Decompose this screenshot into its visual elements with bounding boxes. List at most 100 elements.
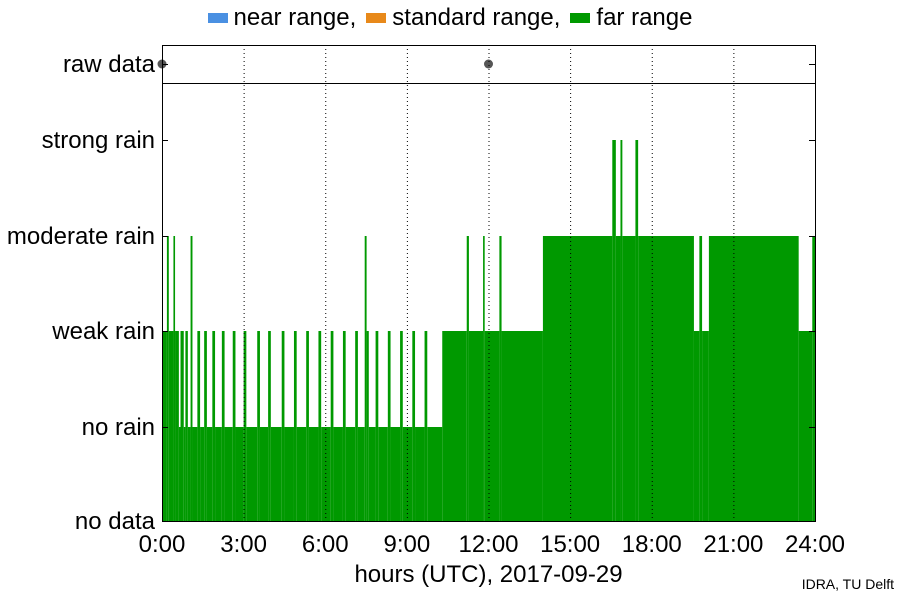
raw-data-point-1 (484, 59, 493, 69)
series-bar-39 (345, 427, 356, 521)
series-bar-8 (185, 331, 188, 521)
series-bar-34 (318, 331, 322, 521)
series-bar-43 (366, 331, 369, 521)
x-tick-label-5: 15:00 (540, 531, 600, 558)
y-category-label-4: strong rain (42, 127, 155, 154)
series-bar-7 (183, 427, 186, 521)
series-bar-41 (357, 427, 365, 521)
legend-swatch-far-range (570, 13, 591, 23)
y-category-label-1: no rain (82, 414, 155, 441)
x-tick-label-1: 3:00 (220, 531, 267, 558)
series-bar-4 (175, 331, 179, 521)
series-bar-69 (693, 331, 700, 521)
legend-label-far-range: far range (596, 4, 693, 31)
series-bar-5 (178, 427, 181, 521)
series-bar-74 (812, 236, 815, 521)
series-bar-51 (412, 331, 416, 521)
series-bar-1 (166, 236, 169, 521)
series-bar-25 (259, 427, 269, 521)
legend: near range, standard range, far range (0, 2, 900, 34)
legend-item-far-range: far range (570, 4, 692, 32)
grid-layer (243, 45, 735, 521)
series-bar-63 (612, 140, 616, 521)
series-bar-53 (424, 331, 428, 521)
series-bar-9 (187, 427, 191, 521)
series-bar-59 (484, 331, 500, 521)
x-tick-label-0: 0:00 (139, 531, 186, 558)
series-bar-52 (415, 427, 425, 521)
series-bar-18 (221, 331, 225, 521)
series-bar-38 (342, 331, 346, 521)
frame-layer (162, 45, 816, 522)
x-tick-label-6: 18:00 (622, 531, 682, 558)
series-bar-2 (168, 331, 174, 521)
series-bar-23 (246, 427, 258, 521)
series-bar-62 (542, 236, 613, 521)
series-bar-54 (427, 427, 443, 521)
series-bar-12 (197, 331, 201, 521)
series-bar-0 (162, 331, 167, 521)
label-layer: no data no rain weak rain moderate rain stro… (7, 51, 845, 588)
series-bar-60 (499, 236, 502, 521)
series-bar-61 (501, 331, 543, 521)
series-bar-33 (308, 427, 319, 521)
series-bar-48 (390, 427, 401, 521)
series-bar-37 (333, 427, 343, 521)
series-bar-32 (306, 331, 309, 521)
series-bar-10 (190, 236, 193, 521)
credit-text: IDRA, TU Delft (801, 576, 894, 592)
legend-swatch-standard-range (366, 13, 387, 23)
series-bar-64 (615, 236, 621, 521)
y-category-label-2: weak rain (51, 318, 155, 345)
series-bar-56 (466, 236, 469, 521)
y-category-label-0: no data (75, 508, 156, 535)
series-bar-36 (330, 331, 334, 521)
series-bar-49 (400, 331, 403, 521)
x-tick-label-2: 6:00 (302, 531, 349, 558)
series-bar-21 (235, 427, 244, 521)
series-bar-46 (378, 427, 388, 521)
series-bar-45 (375, 331, 379, 521)
series-bar-16 (212, 331, 216, 521)
series-bar-47 (387, 331, 391, 521)
raw-data-label: raw data (63, 51, 156, 78)
series-bar-28 (281, 331, 285, 521)
x-tick-label-4: 12:00 (458, 531, 518, 558)
legend-label-near-range: near range, (233, 4, 357, 31)
series-bar-13 (200, 427, 205, 521)
series-bar-68 (638, 236, 694, 521)
series-bar-27 (270, 427, 282, 521)
series-bar-14 (204, 331, 207, 521)
series-bar-29 (284, 427, 294, 521)
series-bar-67 (635, 140, 639, 521)
x-axis-title: hours (UTC), 2017-09-29 (354, 561, 622, 588)
series-bar-57 (468, 331, 484, 521)
series-bar-73 (798, 331, 813, 521)
series-bar-19 (224, 427, 233, 521)
y-category-label-3: moderate rain (7, 223, 155, 250)
series-bar-20 (232, 331, 236, 521)
series-bar-65 (620, 140, 623, 521)
series-bar-58 (483, 236, 485, 521)
series-bar-22 (243, 331, 247, 521)
series-fill-layer (157, 59, 815, 521)
series-bar-55 (442, 331, 467, 521)
series-bar-6 (180, 331, 184, 521)
series-bar-70 (699, 236, 703, 521)
plot-frame (162, 45, 816, 522)
series-bar-15 (206, 427, 213, 521)
legend-label-standard-range: standard range, (392, 4, 561, 31)
legend-swatch-near-range (207, 13, 228, 23)
legend-item-near-range: near range, (207, 4, 357, 32)
x-tick-label-7: 21:00 (703, 531, 763, 558)
legend-item-standard-range: standard range, (366, 4, 560, 32)
series-bar-3 (173, 236, 176, 521)
series-bar-11 (192, 427, 198, 521)
series-bar-31 (296, 427, 307, 521)
series-bar-26 (268, 331, 271, 521)
series-bar-24 (257, 331, 260, 521)
series-bar-66 (622, 236, 636, 521)
x-tick-label-8: 24:00 (785, 531, 845, 558)
series-bar-17 (215, 427, 222, 521)
